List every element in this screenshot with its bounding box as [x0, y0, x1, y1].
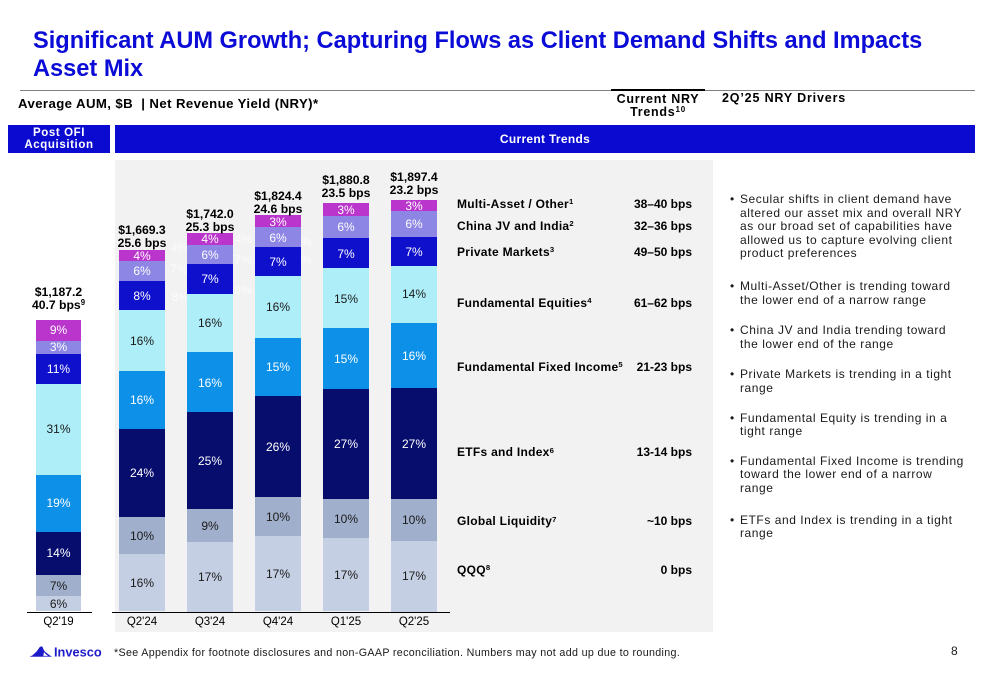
svg-text:Invesco: Invesco — [54, 644, 102, 659]
